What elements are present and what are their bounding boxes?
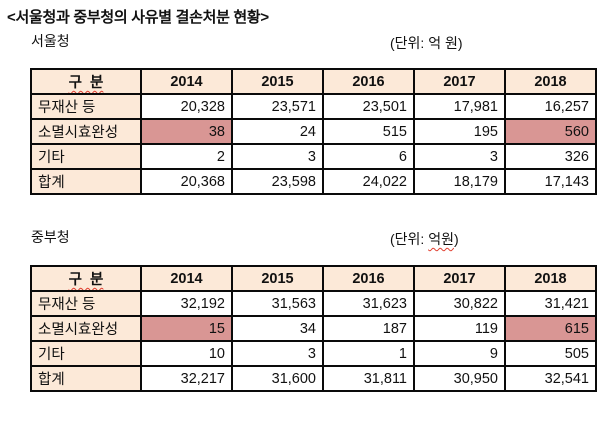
table-header-row: 구 분 2014 2015 2016 2017 2018	[30, 265, 597, 292]
unit-label-seoul: (단위: 억 원)	[390, 33, 463, 53]
value-cell: 24	[231, 118, 324, 145]
value-cell: 17,143	[504, 168, 597, 195]
value-cell: 3	[231, 340, 324, 367]
value-cell: 31,623	[322, 290, 415, 317]
value-cell: 32,192	[140, 290, 233, 317]
value-cell: 18,179	[413, 168, 506, 195]
table-row: 소멸시효완성 15 34 187 119 615	[30, 315, 597, 342]
table-total-row: 합계 32,217 31,600 31,811 30,950 32,541	[30, 365, 597, 392]
value-cell: 10	[140, 340, 233, 367]
header-cell-category: 구 분	[30, 265, 142, 292]
header-cell-year: 2014	[140, 68, 233, 95]
value-cell: 187	[322, 315, 415, 342]
value-cell: 3	[413, 143, 506, 170]
table-row: 무재산 등 32,192 31,563 31,623 30,822 31,421	[30, 290, 597, 317]
value-cell: 23,501	[322, 93, 415, 120]
value-cell: 20,328	[140, 93, 233, 120]
unit-label-jungbu: (단위: 억원)	[390, 229, 459, 249]
section-label-seoul: 서울청	[31, 33, 70, 49]
jungbu-data-table: 구 분 2014 2015 2016 2017 2018 무재산 등 32,19…	[30, 265, 597, 392]
row-label-cell: 소멸시효완성	[30, 315, 142, 342]
seoul-data-table: 구 분 2014 2015 2016 2017 2018 무재산 등 20,32…	[30, 68, 597, 195]
section-label-jungbu: 중부청	[31, 229, 70, 245]
table-row: 기타 10 3 1 9 505	[30, 340, 597, 367]
value-cell: 32,217	[140, 365, 233, 392]
header-cell-year: 2016	[322, 68, 415, 95]
value-cell: 31,421	[504, 290, 597, 317]
highlighted-value-cell: 615	[504, 315, 597, 342]
row-label-cell: 무재산 등	[30, 290, 142, 317]
document-title: <서울청과 중부청의 사유별 결손처분 현황>	[7, 9, 269, 26]
header-cell-year: 2017	[413, 265, 506, 292]
header-cell-year: 2018	[504, 68, 597, 95]
unit-prefix: (단위:	[390, 35, 429, 51]
row-label-cell: 기타	[30, 143, 142, 170]
row-label-cell: 무재산 등	[30, 93, 142, 120]
table-row: 기타 2 3 6 3 326	[30, 143, 597, 170]
header-cell-category: 구 분	[30, 68, 142, 95]
value-cell: 1	[322, 340, 415, 367]
value-cell: 31,811	[322, 365, 415, 392]
header-cell-year: 2015	[231, 265, 324, 292]
highlighted-value-cell: 15	[140, 315, 233, 342]
spellcheck-underline: 구 분	[68, 272, 104, 288]
value-cell: 326	[504, 143, 597, 170]
value-cell: 195	[413, 118, 506, 145]
header-cell-year: 2018	[504, 265, 597, 292]
row-label-cell: 합계	[30, 168, 142, 195]
header-cell-year: 2015	[231, 68, 324, 95]
value-cell: 16,257	[504, 93, 597, 120]
value-cell: 17,981	[413, 93, 506, 120]
value-cell: 23,598	[231, 168, 324, 195]
value-cell: 31,563	[231, 290, 324, 317]
unit-word-spellcheck-underline: 억원	[428, 231, 454, 247]
value-cell: 119	[413, 315, 506, 342]
value-cell: 30,822	[413, 290, 506, 317]
highlighted-value-cell: 560	[504, 118, 597, 145]
header-cell-year: 2016	[322, 265, 415, 292]
table-total-row: 합계 20,368 23,598 24,022 18,179 17,143	[30, 168, 597, 195]
row-label-cell: 소멸시효완성	[30, 118, 142, 145]
value-cell: 6	[322, 143, 415, 170]
value-cell: 24,022	[322, 168, 415, 195]
header-cell-year: 2017	[413, 68, 506, 95]
value-cell: 20,368	[140, 168, 233, 195]
value-cell: 31,600	[231, 365, 324, 392]
value-cell: 515	[322, 118, 415, 145]
table-row: 소멸시효완성 38 24 515 195 560	[30, 118, 597, 145]
table-header-row: 구 분 2014 2015 2016 2017 2018	[30, 68, 597, 95]
value-cell: 23,571	[231, 93, 324, 120]
row-label-cell: 합계	[30, 365, 142, 392]
unit-suffix: )	[453, 231, 459, 247]
highlighted-value-cell: 38	[140, 118, 233, 145]
header-cell-year: 2014	[140, 265, 233, 292]
spellcheck-underline: 구 분	[68, 75, 104, 91]
row-label-cell: 기타	[30, 340, 142, 367]
value-cell: 9	[413, 340, 506, 367]
value-cell: 32,541	[504, 365, 597, 392]
unit-suffix: )	[457, 35, 463, 51]
value-cell: 34	[231, 315, 324, 342]
value-cell: 3	[231, 143, 324, 170]
unit-prefix: (단위:	[390, 231, 429, 247]
value-cell: 505	[504, 340, 597, 367]
value-cell: 2	[140, 143, 233, 170]
table-row: 무재산 등 20,328 23,571 23,501 17,981 16,257	[30, 93, 597, 120]
value-cell: 30,950	[413, 365, 506, 392]
unit-word: 억 원	[428, 35, 458, 51]
